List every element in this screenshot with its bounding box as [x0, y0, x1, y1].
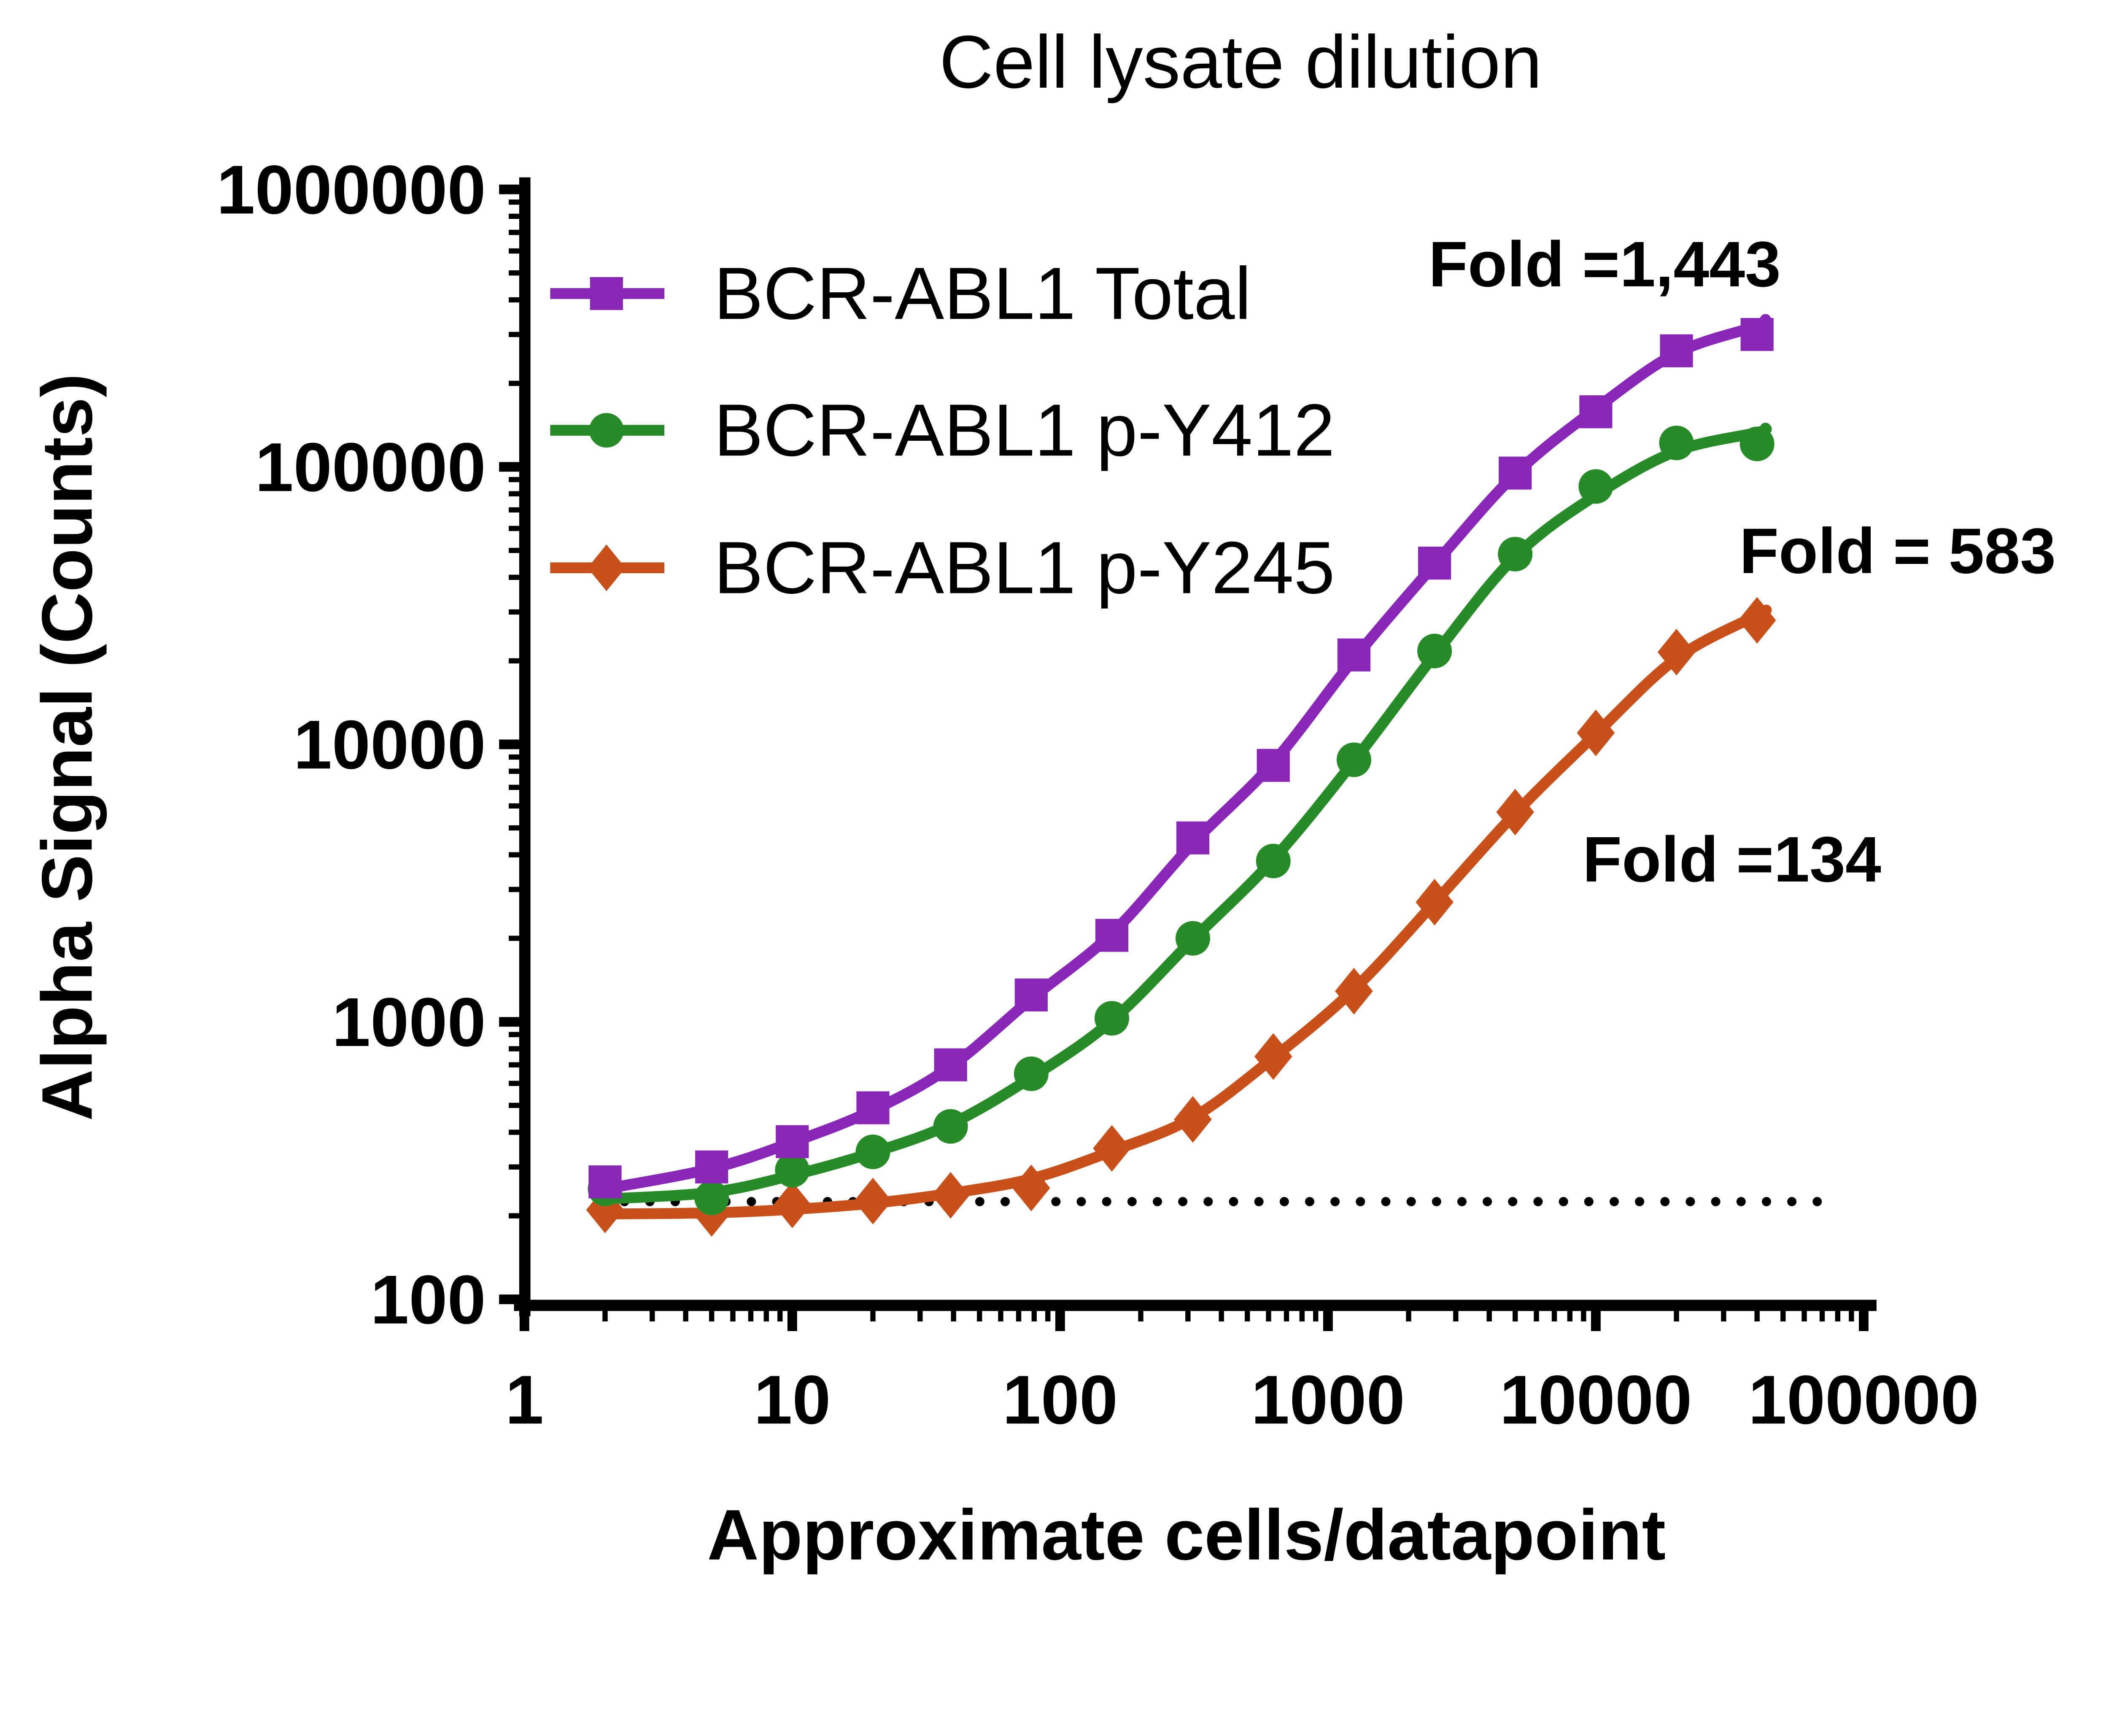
data-point-marker — [1660, 334, 1693, 367]
data-point-marker — [694, 1181, 729, 1216]
x-tick-label: 100000 — [1748, 1361, 1979, 1438]
fold-annotation-py412: Fold = 583 — [1740, 515, 2056, 587]
data-point-marker — [1014, 978, 1048, 1012]
x-tick-label: 1 — [505, 1361, 544, 1438]
legend-label-total: BCR-ABL1 Total — [714, 252, 1251, 335]
y-tick-label: 1000000 — [216, 151, 485, 228]
data-point-marker — [1257, 749, 1290, 782]
data-point-marker — [934, 1048, 967, 1081]
series-2-diamond — [586, 597, 1776, 1237]
y-tick-label: 10000 — [294, 706, 486, 783]
data-point-marker — [775, 1153, 810, 1188]
data-point-marker — [1499, 456, 1532, 490]
data-point-marker — [1578, 469, 1613, 504]
x-tick-label: 100 — [1003, 1361, 1118, 1438]
data-point-marker — [1740, 426, 1775, 461]
data-point-marker — [1738, 597, 1776, 644]
x-axis-title: Approximate cells/datapoint — [707, 1495, 1666, 1575]
data-point-marker — [856, 1091, 890, 1124]
data-point-marker — [1335, 968, 1373, 1015]
data-series — [586, 314, 1776, 1237]
x-tick-label: 1000 — [1251, 1361, 1405, 1438]
data-point-marker — [1176, 821, 1210, 855]
data-point-marker — [776, 1125, 809, 1158]
series-1-circle — [588, 423, 1775, 1216]
legend-marker-icons — [550, 277, 665, 591]
y-tick-label: 100 — [370, 1261, 486, 1338]
chart-figure: 100 1000 10000 100000 1000000 1 10 100 1000 10000… — [27, 19, 2056, 1575]
x-tick-label: 10 — [754, 1361, 831, 1438]
x-tick-label: 10000 — [1499, 1361, 1692, 1438]
data-point-marker — [1256, 844, 1291, 879]
legend-diamond-icon — [588, 544, 626, 591]
data-point-marker — [1579, 395, 1613, 429]
data-point-marker — [1417, 633, 1452, 669]
data-point-marker — [931, 1172, 970, 1219]
data-point-marker — [588, 1165, 622, 1199]
data-point-marker — [1336, 742, 1371, 777]
y-axis-title: Alpha Signal (Counts) — [27, 373, 107, 1121]
data-point-marker — [773, 1181, 812, 1228]
fold-annotation-total: Fold =1,443 — [1429, 229, 1781, 300]
data-point-marker — [1498, 536, 1533, 571]
chart-title: Cell lysate dilution — [939, 20, 1542, 104]
series-0-square — [588, 314, 1774, 1199]
y-tick-label: 1000 — [332, 984, 486, 1061]
data-point-marker — [1418, 547, 1451, 580]
y-tick-label: 100000 — [255, 429, 486, 506]
data-point-marker — [1337, 638, 1370, 671]
data-point-marker — [1577, 709, 1615, 756]
fold-annotation-py245: Fold =134 — [1583, 824, 1881, 895]
data-point-marker — [1659, 426, 1694, 461]
data-point-marker — [1014, 1056, 1049, 1091]
data-point-marker — [695, 1150, 728, 1183]
legend-circle-icon — [589, 413, 624, 448]
legend-square-icon — [590, 277, 623, 310]
data-point-marker — [1093, 1125, 1131, 1172]
data-point-marker — [1740, 318, 1774, 351]
data-point-marker — [1094, 1001, 1129, 1036]
fit-curve — [599, 604, 1772, 1220]
data-point-marker — [933, 1109, 968, 1144]
legend-label-py412: BCR-ABL1 p-Y412 — [714, 389, 1335, 472]
data-point-marker — [854, 1178, 892, 1224]
cell-lysate-dilution-chart: 100 1000 10000 100000 1000000 1 10 100 1000 10000… — [27, 20, 2056, 1575]
data-point-marker — [1657, 628, 1696, 676]
legend: BCR-ABL1 Total BCR-ABL1 p-Y412 BCR-ABL1 … — [550, 252, 1335, 609]
data-point-marker — [855, 1135, 890, 1170]
axes: 100 1000 10000 100000 1000000 1 10 100 1000 10000… — [216, 151, 1979, 1438]
legend-label-py245: BCR-ABL1 p-Y245 — [714, 526, 1335, 609]
data-point-marker — [1095, 919, 1129, 952]
data-point-marker — [1176, 921, 1211, 956]
